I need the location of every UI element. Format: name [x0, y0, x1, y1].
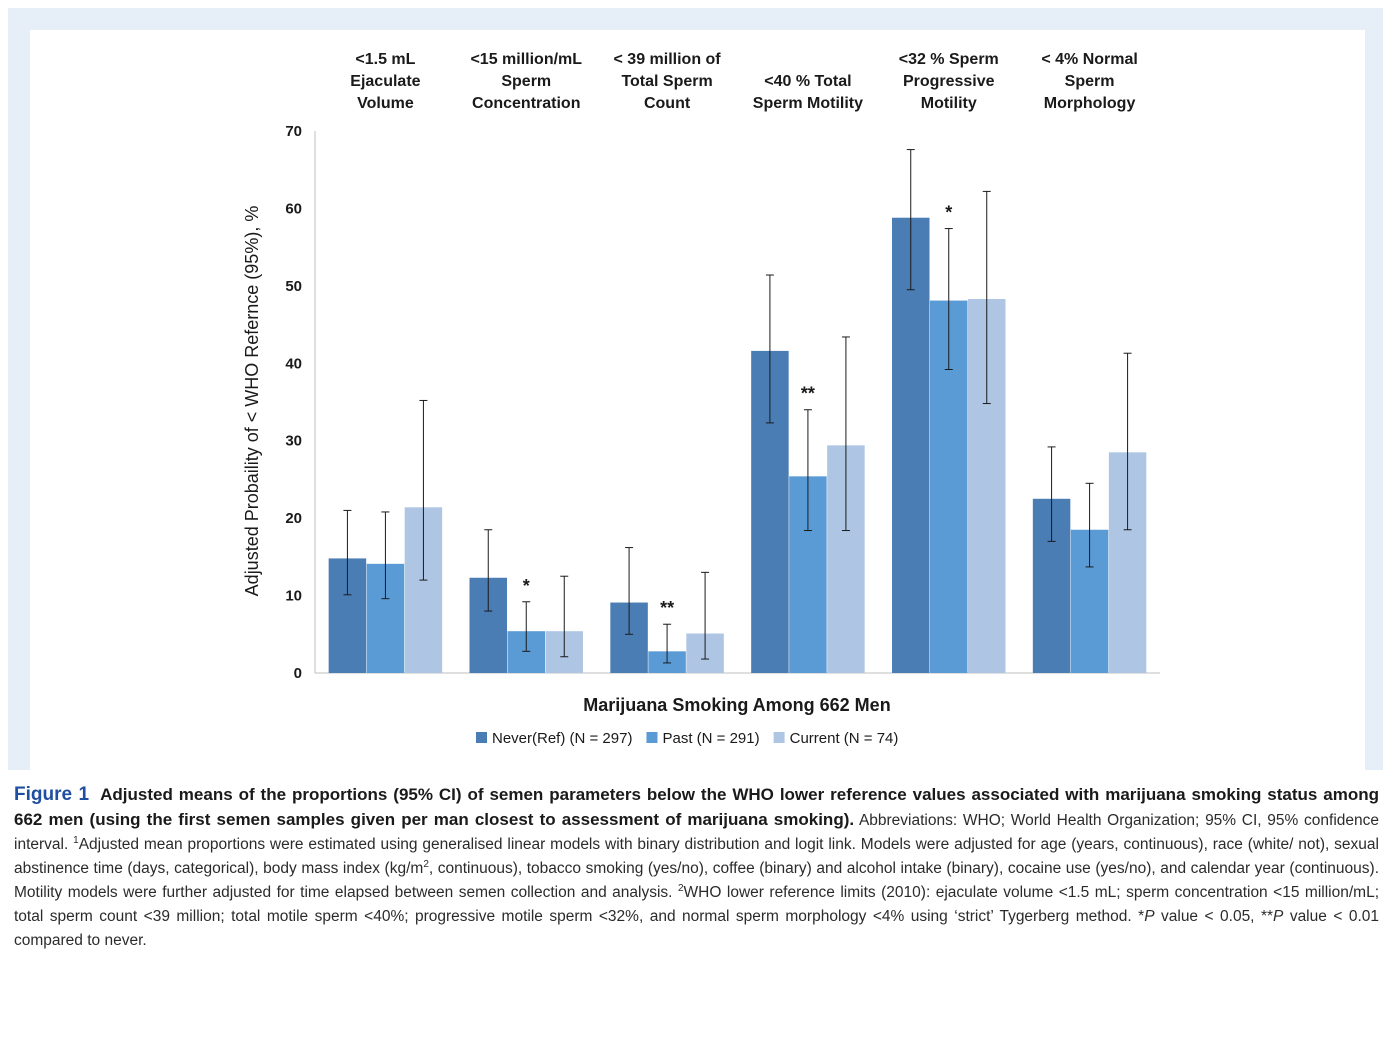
legend-swatch	[646, 732, 658, 743]
caption-text-5: value < 0.01 compared to never.	[14, 908, 1379, 949]
error-bars	[343, 149, 1132, 664]
category-label: Progressive	[903, 73, 995, 90]
category-label: Concentration	[472, 95, 580, 112]
category-label: Sperm	[1065, 73, 1115, 90]
legend-swatch	[476, 732, 487, 743]
category-label: <15 million/mL	[470, 51, 582, 68]
category-label: Motility	[921, 95, 977, 112]
caption-abbrev: Abbreviations: WHO; World Health Organiz…	[14, 812, 1380, 853]
category-label: Sperm Motility	[753, 95, 863, 112]
y-tick-label: 70	[285, 123, 302, 140]
category-label: <32 % Sperm	[899, 51, 999, 68]
category-label: < 4% Normal	[1041, 51, 1137, 68]
significance-marker: *	[523, 576, 530, 596]
caption-text-1: Adjusted mean proportions were estimated…	[14, 836, 1379, 877]
superscript-2: 2	[423, 858, 429, 870]
y-tick-label: 0	[294, 665, 302, 682]
y-axis-title: Adjusted Probaility of < WHO Refernce (9…	[242, 206, 262, 597]
bar	[892, 217, 930, 673]
category-label: Count	[644, 95, 691, 112]
y-tick-label: 20	[285, 510, 302, 527]
category-label: Ejaculate	[350, 73, 420, 90]
figure-label: Figure 1	[14, 784, 90, 805]
figure-caption: Figure 1 Adjusted means of the proportio…	[14, 783, 1379, 953]
category-labels: <1.5 mL Ejaculate Volume <15 million/mL Sper…	[350, 51, 1138, 112]
p-italic: P	[1144, 908, 1155, 925]
caption-text-4: value < 0.05, **	[1154, 908, 1274, 925]
category-label: Total Sperm	[621, 73, 712, 90]
axes: 0 10 20 30 40 50 60 70	[285, 123, 1160, 682]
significance-marker: *	[945, 203, 952, 223]
category-label: < 39 million of	[614, 51, 722, 68]
significance-markers: ******	[523, 203, 953, 619]
caption-text-3: WHO lower reference limits (2010): ejacu…	[14, 884, 1379, 925]
y-tick-label: 10	[285, 588, 302, 605]
category-label: Volume	[357, 95, 414, 112]
y-tick-label: 40	[285, 355, 302, 372]
p-italic-2: P	[1273, 908, 1284, 925]
category-label: Morphology	[1044, 95, 1136, 112]
significance-marker: **	[801, 384, 815, 404]
caption-title: Adjusted means of the proportions (95% C…	[14, 785, 1379, 829]
category-label: <40 % Total	[764, 73, 851, 90]
legend-label: Never(Ref) (N = 297)	[492, 730, 632, 747]
caption-text-2: , continuous), tobacco smoking (yes/no),…	[14, 860, 1380, 901]
significance-marker: **	[660, 598, 674, 618]
y-tick-label: 30	[285, 433, 302, 450]
legend: Never(Ref) (N = 297) Past (N = 291) Curren…	[476, 730, 898, 747]
legend-label: Past (N = 291)	[662, 730, 759, 747]
y-tick-label: 50	[285, 278, 302, 295]
y-tick-label: 60	[285, 200, 302, 217]
bar-chart: <1.5 mL Ejaculate Volume <15 million/mL Sper…	[242, 51, 1160, 747]
footnote-2-marker: 2	[677, 882, 684, 894]
footnote-1-marker: 1	[73, 834, 79, 846]
legend-swatch	[773, 732, 785, 743]
category-label: Sperm	[501, 73, 551, 90]
x-axis-title: Marijuana Smoking Among 662 Men	[583, 695, 890, 715]
bars	[328, 217, 1147, 673]
legend-label: Current (N = 74)	[790, 730, 899, 747]
category-label: <1.5 mL	[355, 51, 415, 68]
